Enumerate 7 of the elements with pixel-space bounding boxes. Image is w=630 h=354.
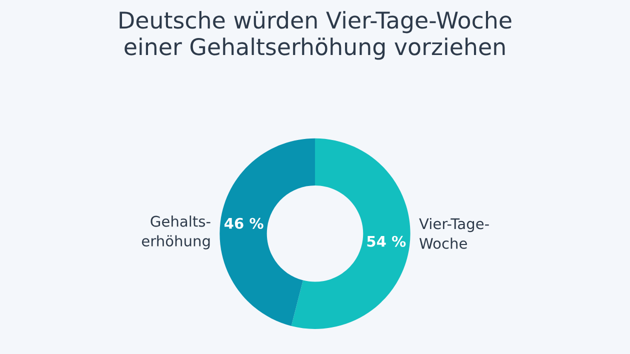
data-label: 46 % [224,218,264,229]
donut-slice [220,138,315,326]
data-label: 54 % [367,236,406,247]
donut-slice [291,138,410,329]
chart-title: Deutsche würden Vier-Tage-Woche einer Gehaltserhöhung vorziehen [120,11,512,60]
slice-label: Gehalts- erhöhung [142,216,210,250]
slice-label: Vier-Tage- Woche [419,218,489,249]
